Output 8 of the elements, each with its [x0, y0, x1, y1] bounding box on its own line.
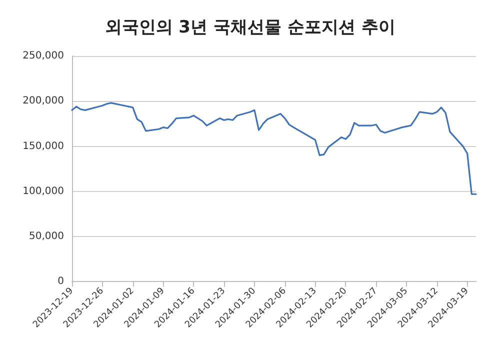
chart-title: 외국인의 3년 국채선물 순포지션 추이	[104, 18, 396, 38]
y-tick-label: 0	[58, 276, 64, 288]
y-tick-label: 250,000	[22, 50, 64, 62]
line-series	[71, 102, 477, 195]
y-tick-label: 100,000	[22, 186, 64, 197]
y-tick-label: 50,000	[29, 231, 64, 242]
y-tick-label: 200,000	[22, 96, 64, 107]
y-tick-label: 150,000	[22, 140, 64, 152]
